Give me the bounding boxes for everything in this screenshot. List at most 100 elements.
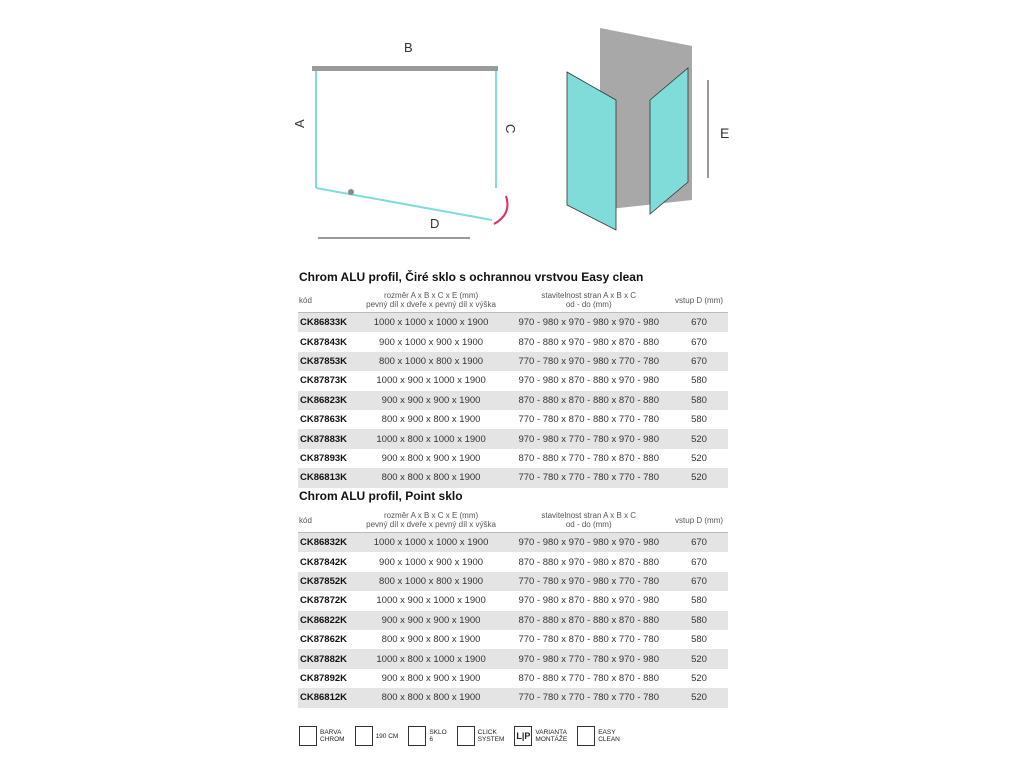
cell: 670 xyxy=(691,556,707,568)
cell: 800 x 800 x 800 x 1900 xyxy=(354,468,508,488)
table-row: CK87872K 1000 x 900 x 1000 x 1900 970 - 98… xyxy=(298,591,728,610)
cell: 580 xyxy=(691,375,707,387)
cell: 770 - 780 x 970 - 980 x 770 - 780 xyxy=(507,351,671,372)
table-row: CK87843K 900 x 1000 x 900 x 1900 870 - 880… xyxy=(298,332,728,351)
cell: 1000 x 1000 x 1000 x 1900 xyxy=(354,532,508,553)
cell: CK87893K xyxy=(300,452,347,464)
product-table-clear-glass: kód rozměr A x B x C x E (mm) pevný díl x … xyxy=(298,288,728,488)
feature-legend: BARVA CHROM 190 CM SKLO 6 CLICK SYSTEM L|P VARIA… xyxy=(299,726,620,746)
legend-label: CLICK xyxy=(477,729,497,736)
cell: 800 x 900 x 800 x 1900 xyxy=(381,634,481,646)
cell: 670 xyxy=(670,312,728,333)
cell: CK86813K xyxy=(298,468,355,488)
cell: 520 xyxy=(670,688,728,708)
table-header: kód rozměr A x B x C x E (mm) pevný díl x … xyxy=(298,508,728,533)
cell: 580 xyxy=(691,634,707,646)
cell: 870 - 880 x 970 - 980 x 870 - 880 xyxy=(518,556,659,568)
cell: 1000 x 800 x 1000 x 1900 xyxy=(354,649,508,669)
product-table-point-glass: kód rozměr A x B x C x E (mm) pevný díl x … xyxy=(298,508,728,708)
cell: CK87863K xyxy=(300,414,347,426)
table-row: CK87853K 800 x 1000 x 800 x 1900 770 - 780… xyxy=(298,351,728,372)
legend-sublabel: CLEAN xyxy=(598,736,620,743)
cell: 900 x 900 x 900 x 1900 xyxy=(354,610,508,630)
table-row: CK87893K 900 x 800 x 900 x 1900 870 - 880 … xyxy=(298,449,728,468)
legend-item: 190 CM xyxy=(354,726,398,746)
legend-sublabel: SYSTEM xyxy=(477,736,505,743)
cell: 1000 x 1000 x 1000 x 1900 xyxy=(354,312,508,333)
cell: CK87862K xyxy=(300,634,347,646)
cell: CK86823K xyxy=(298,390,355,410)
cell: 900 x 1000 x 900 x 1900 xyxy=(379,336,484,348)
label-d: D xyxy=(430,216,439,231)
table-row: CK87883K 1000 x 800 x 1000 x 1900 970 - 98… xyxy=(298,429,728,449)
cell: CK86812K xyxy=(298,688,355,708)
cell: 800 x 1000 x 800 x 1900 xyxy=(354,351,508,372)
table-row: CK87852K 800 x 1000 x 800 x 1900 770 - 780… xyxy=(298,571,728,592)
cell: 1000 x 800 x 1000 x 1900 xyxy=(354,429,508,449)
shower-diagram: B A C D E xyxy=(292,28,729,239)
legend-item: CLICK SYSTEM xyxy=(456,726,505,746)
label-c: C xyxy=(503,124,518,133)
table-row: CK87882K 1000 x 800 x 1000 x 1900 970 - 98… xyxy=(298,649,728,669)
cell: 580 xyxy=(691,414,707,426)
col-rozmer-l2: pevný díl x dveře x pevný díl x výška xyxy=(366,520,496,529)
door-panel xyxy=(566,71,617,231)
label-a: A xyxy=(292,119,307,128)
col-stav-l1: stavitelnost stran A x B x C xyxy=(541,511,637,520)
label-e: E xyxy=(720,125,729,141)
cell: CK87892K xyxy=(300,672,347,684)
cell: 970 - 980 x 770 - 780 x 970 - 980 xyxy=(507,649,671,669)
col-rozmer-l1: rozměr A x B x C x E (mm) xyxy=(383,511,479,520)
col-kod: kód xyxy=(298,288,355,313)
legend-label: BARVA xyxy=(320,729,342,736)
cell: 900 x 900 x 900 x 1900 xyxy=(354,390,508,410)
table-row: CK86823K 900 x 900 x 900 x 1900 870 - 880 … xyxy=(298,390,728,410)
table2-title: Chrom ALU profil, Point sklo xyxy=(299,489,463,503)
col-vstup: vstup D (mm) xyxy=(670,508,728,533)
cell: 800 x 900 x 800 x 1900 xyxy=(381,414,481,426)
col-rozmer: rozměr A x B x C x E (mm) pevný díl x dve… xyxy=(354,508,508,533)
cell: 520 xyxy=(670,649,728,669)
table-row: CK86813K 800 x 800 x 800 x 1900 770 - 780 … xyxy=(298,468,728,488)
cell: 1000 x 900 x 1000 x 1900 xyxy=(376,595,486,607)
table-row: CK87862K 800 x 900 x 800 x 1900 770 - 780 … xyxy=(298,630,728,649)
cell: CK87883K xyxy=(298,429,355,449)
cell: CK86833K xyxy=(298,312,355,333)
cell: 520 xyxy=(691,452,707,464)
cell: 970 - 980 x 970 - 980 x 970 - 980 xyxy=(507,312,671,333)
col-rozmer-l2: pevný díl x dveře x pevný díl x výška xyxy=(366,300,496,309)
cell: CK87882K xyxy=(298,649,355,669)
chrome-profile-icon xyxy=(299,726,317,746)
click-system-icon xyxy=(456,726,475,746)
table-row: CK87892K 900 x 800 x 900 x 1900 870 - 880 … xyxy=(298,669,728,688)
cell: 580 xyxy=(670,610,728,630)
table-row: CK86812K 800 x 800 x 800 x 1900 770 - 780 … xyxy=(298,688,728,708)
glass-thickness-icon xyxy=(408,726,427,746)
top-rail xyxy=(312,66,498,71)
legend-item: SKLO 6 xyxy=(408,726,447,746)
col-kod: kód xyxy=(298,508,355,533)
cell: 970 - 980 x 770 - 780 x 970 - 980 xyxy=(507,429,671,449)
cell: 770 - 780 x 970 - 980 x 770 - 780 xyxy=(507,571,671,592)
col-rozmer: rozměr A x B x C x E (mm) pevný díl x dve… xyxy=(354,288,508,313)
table1-title: Chrom ALU profil, Čiré sklo s ochrannou … xyxy=(299,270,644,284)
cell: 770 - 780 x 870 - 880 x 770 - 780 xyxy=(518,414,659,426)
cell: CK87852K xyxy=(298,571,355,592)
cell: CK87842K xyxy=(300,556,347,568)
height-icon xyxy=(354,726,373,746)
col-rozmer-l1: rozměr A x B x C x E (mm) xyxy=(383,291,479,300)
cell: 870 - 880 x 970 - 980 x 870 - 880 xyxy=(518,336,659,348)
cell: 900 x 800 x 900 x 1900 xyxy=(381,452,481,464)
legend-sublabel: MONTÁŽE xyxy=(535,736,568,743)
legend-label: EASY xyxy=(598,729,616,736)
cell: 670 xyxy=(691,336,707,348)
cell: 770 - 780 x 770 - 780 x 770 - 780 xyxy=(507,468,671,488)
cell: 870 - 880 x 770 - 780 x 870 - 880 xyxy=(518,672,659,684)
cell: 970 - 980 x 970 - 980 x 970 - 980 xyxy=(507,532,671,553)
cell: CK86822K xyxy=(298,610,355,630)
table-row: CK86832K 1000 x 1000 x 1000 x 1900 970 - 9… xyxy=(298,532,728,553)
cell: CK87843K xyxy=(300,336,347,348)
table-row: CK87842K 900 x 1000 x 900 x 1900 870 - 880… xyxy=(298,552,728,571)
col-stav-l2: od - do (mm) xyxy=(565,520,612,529)
